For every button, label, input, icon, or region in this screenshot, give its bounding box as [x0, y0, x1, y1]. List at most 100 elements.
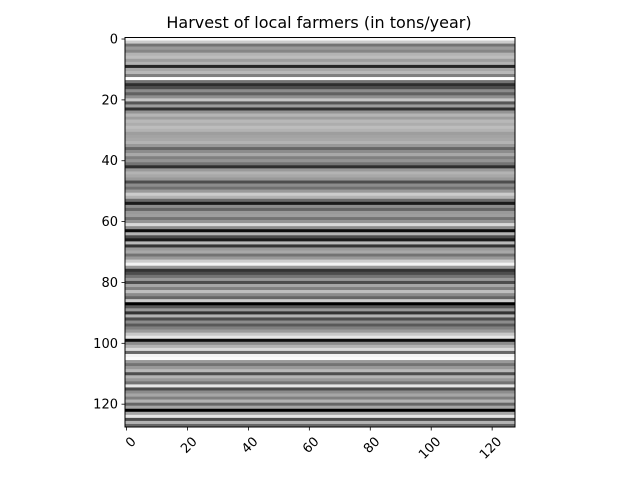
heatmap-row — [125, 384, 515, 388]
heatmap-row — [125, 408, 515, 413]
heatmap-row — [125, 49, 515, 53]
x-tick-label: 100 — [416, 434, 444, 462]
heatmap-row — [125, 369, 515, 373]
heatmap-row — [125, 131, 515, 136]
heatmap-row — [125, 192, 515, 196]
x-tick-label: 0 — [123, 434, 139, 450]
heatmap-row — [125, 217, 515, 221]
heatmap-row — [125, 61, 515, 66]
heatmap-row — [125, 207, 515, 212]
heatmap-row — [125, 238, 515, 242]
heatmap-row — [125, 116, 515, 120]
heatmap-row — [125, 247, 515, 251]
heatmap-row — [125, 174, 515, 178]
heatmap-row — [125, 128, 515, 133]
y-tick-label: 120 — [93, 398, 118, 413]
heatmap-row — [125, 168, 515, 172]
y-tick-label: 0 — [110, 33, 118, 48]
heatmap-row — [125, 156, 515, 160]
heatmap-row — [125, 326, 515, 330]
heatmap-row — [125, 204, 515, 209]
heatmap-row — [125, 232, 515, 236]
heatmap-row — [125, 198, 515, 203]
heatmap-row — [125, 86, 515, 90]
heatmap-row — [125, 314, 515, 318]
heatmap-row — [125, 183, 515, 187]
heatmap-row — [125, 46, 515, 50]
heatmap-row — [125, 195, 515, 200]
heatmap-row — [125, 235, 515, 239]
heatmap-row — [125, 223, 515, 227]
heatmap-row — [125, 92, 515, 96]
heatmap-row — [125, 332, 515, 336]
heatmap-row — [125, 299, 515, 303]
heatmap-row — [125, 350, 515, 355]
heatmap-row — [125, 210, 515, 215]
heatmap-row — [125, 399, 515, 403]
heatmap-row — [125, 366, 515, 370]
heatmap-row — [125, 244, 515, 248]
heatmap-row — [125, 201, 515, 206]
heatmap-row — [125, 423, 515, 428]
x-tick-label: 120 — [477, 434, 505, 462]
heatmap-row — [125, 186, 515, 190]
heatmap-row — [125, 396, 515, 400]
heatmap-row — [125, 405, 515, 409]
heatmap-row — [125, 125, 515, 130]
heatmap-row — [125, 177, 515, 181]
heatmap-row — [125, 122, 515, 126]
x-tick-label: 40 — [239, 434, 261, 456]
heatmap-row — [125, 268, 515, 273]
heatmap-row — [125, 329, 515, 333]
heatmap-row — [125, 402, 515, 406]
heatmap-row — [125, 305, 515, 309]
heatmap-row — [125, 277, 515, 282]
heatmap-row — [125, 104, 515, 108]
heatmap-row — [125, 311, 515, 315]
heatmap-row — [125, 98, 515, 102]
heatmap-row — [125, 293, 515, 297]
heatmap-row — [125, 241, 515, 245]
heatmap-row — [125, 372, 515, 376]
heatmap-row — [125, 37, 515, 41]
heatmap-cells — [125, 37, 515, 428]
heatmap-row — [125, 335, 515, 340]
heatmap-row — [125, 274, 515, 279]
heatmap-row — [125, 77, 515, 81]
x-tick-label: 60 — [300, 434, 322, 456]
heatmap-row — [125, 119, 515, 123]
heatmap-row — [125, 287, 515, 291]
heatmap-row — [125, 420, 515, 425]
chart-title: Harvest of local farmers (in tons/year) — [166, 13, 471, 32]
heatmap-row — [125, 283, 515, 288]
y-tick-label: 100 — [93, 337, 118, 352]
heatmap-row — [125, 338, 515, 343]
heatmap-row — [125, 150, 515, 154]
heatmap-row — [125, 360, 515, 364]
heatmap-row — [125, 253, 515, 257]
heatmap-row — [125, 387, 515, 391]
heatmap-row — [125, 43, 515, 47]
heatmap-row — [125, 378, 515, 382]
heatmap-row — [125, 262, 515, 266]
heatmap-row — [125, 363, 515, 367]
heatmap-row — [125, 317, 515, 321]
heatmap-row — [125, 137, 515, 142]
heatmap-row — [125, 256, 515, 260]
heatmap-row — [125, 320, 515, 324]
heatmap-row — [125, 302, 515, 306]
heatmap-row — [125, 414, 515, 419]
heatmap-row — [125, 95, 515, 99]
y-axis: 0 20 40 60 80 100 120 — [93, 33, 125, 413]
heatmap-row — [125, 226, 515, 230]
heatmap-row — [125, 153, 515, 157]
heatmap-row — [125, 147, 515, 151]
heatmap-row — [125, 308, 515, 312]
heatmap-row — [125, 171, 515, 175]
heatmap-row — [125, 296, 515, 300]
heatmap-row — [125, 80, 515, 84]
x-axis: 0 20 40 60 80 100 120 — [123, 427, 505, 463]
heatmap-row — [125, 271, 515, 276]
